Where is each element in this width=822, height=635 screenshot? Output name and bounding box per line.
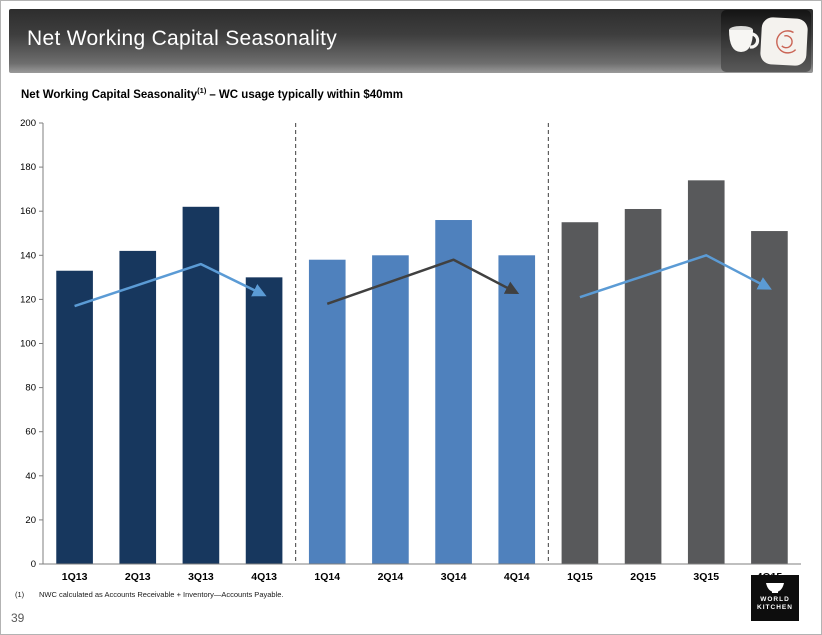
y-tick-label: 140 bbox=[20, 250, 36, 261]
y-tick-label: 120 bbox=[20, 294, 36, 305]
bar-2Q15 bbox=[624, 208, 662, 564]
logo-word-1: WORLD bbox=[760, 596, 790, 603]
2014-trend-arrow bbox=[326, 258, 520, 305]
bar-3Q14 bbox=[435, 220, 472, 564]
y-tick-label: 80 bbox=[25, 383, 36, 394]
y-tick-label: 20 bbox=[25, 515, 36, 526]
y-tick-label: 40 bbox=[25, 471, 36, 482]
footnote: (1) NWC calculated as Accounts Receivable… bbox=[15, 590, 284, 599]
2013-trend-arrow bbox=[74, 262, 267, 308]
page-number: 39 bbox=[11, 611, 25, 625]
x-tick-label: 3Q15 bbox=[693, 571, 719, 583]
x-tick-label: 1Q13 bbox=[62, 571, 88, 583]
bar-1Q13 bbox=[56, 270, 93, 564]
subtitle-main: Net Working Capital Seasonality bbox=[21, 88, 198, 101]
x-tick-label: 3Q13 bbox=[188, 571, 214, 583]
2015-trend-arrow bbox=[579, 254, 772, 299]
x-tick-label: 2Q15 bbox=[630, 571, 656, 583]
bar-3Q15 bbox=[687, 180, 725, 564]
x-tick-label: 4Q13 bbox=[251, 571, 277, 583]
cup-icon bbox=[729, 26, 760, 52]
footnote-text: NWC calculated as Accounts Receivable + … bbox=[39, 590, 284, 599]
dinnerware-image bbox=[721, 10, 811, 72]
bowl-icon bbox=[766, 583, 784, 593]
bar-4Q15 bbox=[751, 231, 788, 565]
y-tick-label: 0 bbox=[31, 559, 36, 570]
x-tick-label: 2Q13 bbox=[125, 571, 151, 583]
x-tick-label: 3Q14 bbox=[441, 571, 467, 583]
bar-1Q15 bbox=[561, 222, 599, 564]
y-tick-label: 180 bbox=[20, 162, 36, 173]
slide-header: Net Working Capital Seasonality bbox=[9, 9, 813, 73]
bar-4Q14 bbox=[498, 255, 536, 565]
y-tick-label: 60 bbox=[25, 427, 36, 438]
subtitle-footnote-ref: (1) bbox=[197, 86, 207, 95]
bar-2Q14 bbox=[372, 255, 409, 565]
y-tick-label: 200 bbox=[20, 118, 36, 129]
plate-icon bbox=[760, 17, 808, 66]
subtitle-rest: – WC usage typically within $40mm bbox=[209, 88, 403, 101]
x-tick-label: 2Q14 bbox=[378, 571, 404, 583]
x-tick-label: 1Q14 bbox=[314, 571, 340, 583]
logo-word-2: KITCHEN bbox=[757, 604, 793, 611]
bar-1Q14 bbox=[308, 259, 346, 564]
bar-3Q13 bbox=[182, 206, 220, 565]
dinnerware-photo bbox=[721, 10, 811, 72]
bar-2Q13 bbox=[119, 250, 157, 564]
chart-subtitle: Net Working Capital Seasonality(1) – WC u… bbox=[21, 86, 403, 101]
slide-title: Net Working Capital Seasonality bbox=[27, 27, 338, 50]
world-kitchen-logo: WORLD KITCHEN bbox=[751, 575, 799, 621]
y-tick-label: 100 bbox=[20, 339, 36, 350]
x-tick-label: 4Q14 bbox=[504, 571, 530, 583]
bar-4Q13 bbox=[245, 277, 283, 564]
x-tick-label: 1Q15 bbox=[567, 571, 593, 583]
footnote-marker: (1) bbox=[15, 590, 25, 599]
y-tick-label: 160 bbox=[20, 206, 36, 217]
